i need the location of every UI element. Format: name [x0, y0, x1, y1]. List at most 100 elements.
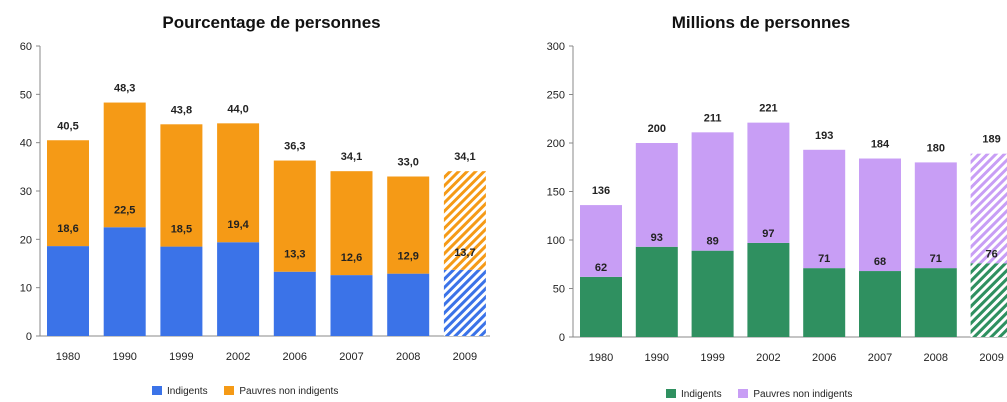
bar-segment-pauvres	[273, 160, 316, 272]
data-label-indigents: 97	[762, 228, 774, 240]
x-tick-label: 2007	[339, 351, 363, 363]
y-tick-label: 30	[20, 186, 32, 198]
bar-segment-pauvres	[47, 140, 89, 247]
bar-segment-indigents	[803, 268, 846, 337]
y-tick-label: 200	[547, 138, 565, 150]
y-tick-label: 40	[20, 138, 32, 150]
chart-millions: 0 50 100 150 200 250 300 62 136 1980 93 200 1990 89 21…	[547, 41, 1007, 364]
legend-label: Pauvres non indigents	[239, 386, 339, 397]
y-tick-label: 50	[553, 284, 565, 296]
data-label-total: 40,5	[57, 120, 78, 132]
y-tick-label: 20	[20, 234, 32, 246]
bar-segment-pauvres	[747, 122, 790, 243]
x-tick-label: 2009	[979, 352, 1003, 364]
y-tick-label: 0	[26, 331, 32, 343]
legend-item-pauvres: Pauvres non indigents	[738, 389, 852, 400]
bar-segment-indigents	[859, 271, 901, 337]
data-label-total: 48,3	[114, 83, 135, 95]
bar-segment-indigents	[747, 242, 790, 337]
data-label-total: 34,1	[454, 151, 475, 163]
data-label-indigents: 13,7	[454, 247, 475, 259]
data-label-indigents: 18,6	[57, 223, 78, 235]
chart-percentage: 0 10 20 30 40 50 60 18,6 40,5 1980 22,5 48,3 1990 18,…	[20, 41, 490, 363]
x-tick-label: 1990	[645, 352, 669, 364]
x-tick-label: 2008	[924, 352, 948, 364]
bar-segment-indigents	[580, 276, 622, 337]
data-label-total: 200	[648, 123, 666, 135]
bar-segment-indigents	[635, 246, 678, 337]
legend: Indigents Pauvres non indigents	[152, 386, 352, 397]
legend-item-indigents: Indigents	[152, 386, 208, 397]
bar-segment-pauvres	[387, 176, 430, 274]
x-tick-label: 1999	[169, 351, 193, 363]
data-label-indigents: 13,3	[284, 249, 305, 261]
chart-millions-panel: Millions de personnes 0 50 100 150 200 250 300…	[503, 0, 1007, 402]
legend-label: Indigents	[681, 389, 722, 400]
y-tick-label: 100	[547, 235, 565, 247]
legend-label: Indigents	[167, 386, 208, 397]
data-label-total: 184	[871, 139, 890, 151]
legend-swatch-indigents	[152, 386, 162, 395]
bar-segment-pauvres	[217, 123, 260, 243]
bar-segment-indigents	[217, 242, 260, 336]
data-label-indigents: 71	[818, 253, 830, 265]
legend-item-pauvres: Pauvres non indigents	[224, 386, 338, 397]
data-label-indigents: 89	[706, 236, 718, 248]
data-label-total: 44,0	[227, 103, 248, 115]
legend-swatch-indigents	[666, 389, 676, 398]
bar-segment-pauvres	[330, 171, 373, 276]
data-label-indigents: 62	[595, 262, 607, 274]
bar-segment-indigents	[914, 268, 957, 337]
legend-swatch-pauvres	[224, 386, 235, 395]
legend: Indigents Pauvres non indigents	[666, 389, 866, 400]
data-label-indigents: 71	[930, 253, 942, 265]
data-label-total: 43,8	[171, 104, 192, 116]
chart-percentage-panel: Pourcentage de personnes 0 10 20 30 40 50 60 18…	[0, 0, 503, 402]
bar-segment-pauvres	[635, 143, 678, 247]
chart-title: Pourcentage de personnes	[162, 13, 381, 32]
bar-segment-indigents	[103, 227, 146, 336]
data-label-indigents: 93	[651, 232, 663, 244]
bar-segment-indigents	[47, 246, 89, 336]
x-tick-label: 2008	[396, 351, 420, 363]
data-label-total: 34,1	[341, 151, 362, 163]
x-tick-label: 2007	[868, 352, 892, 364]
bar-segment-pauvres	[160, 124, 203, 247]
data-label-total: 36,3	[284, 141, 305, 153]
y-tick-label: 50	[20, 89, 32, 101]
data-label-indigents: 19,4	[227, 219, 249, 231]
x-tick-label: 2006	[812, 352, 836, 364]
x-tick-label: 1980	[589, 352, 613, 364]
data-label-indigents: 12,6	[341, 252, 362, 264]
legend-label: Pauvres non indigents	[753, 389, 853, 400]
data-label-indigents: 12,9	[397, 251, 418, 263]
legend-swatch-pauvres	[738, 389, 749, 398]
bar-segment-indigents	[273, 271, 316, 336]
bar-segment-indigents	[443, 269, 486, 336]
bar-segment-pauvres	[803, 149, 846, 269]
data-label-total: 221	[759, 103, 777, 115]
data-label-total: 211	[704, 112, 722, 124]
legend-item-indigents: Indigents	[666, 389, 722, 400]
bar-segment-pauvres	[103, 102, 146, 228]
bar-segment-indigents	[330, 275, 373, 336]
bar-segment-pauvres	[970, 153, 1007, 264]
data-label-total: 180	[927, 142, 945, 154]
data-label-total: 189	[982, 134, 1000, 146]
bar-segment-pauvres	[691, 132, 734, 251]
y-tick-label: 300	[547, 41, 565, 53]
bar-segment-indigents	[160, 246, 203, 336]
chart-title: Millions de personnes	[671, 13, 851, 32]
data-label-total: 136	[592, 185, 610, 197]
data-label-indigents: 18,5	[171, 224, 192, 236]
x-tick-label: 1999	[700, 352, 724, 364]
x-tick-label: 2009	[453, 351, 477, 363]
x-tick-label: 2002	[226, 351, 250, 363]
data-label-indigents: 22,5	[114, 204, 135, 216]
y-tick-label: 250	[547, 90, 565, 102]
data-label-total: 193	[815, 130, 833, 142]
x-tick-label: 1990	[112, 351, 136, 363]
bar-segment-indigents	[387, 273, 430, 336]
data-label-indigents: 68	[874, 256, 886, 268]
y-tick-label: 60	[20, 41, 32, 53]
